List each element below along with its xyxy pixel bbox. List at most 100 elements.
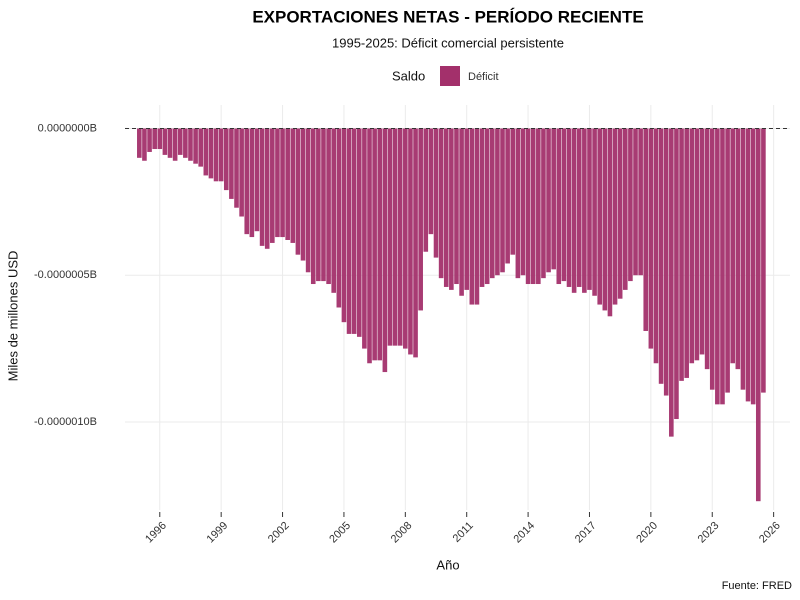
- bar: [142, 128, 147, 161]
- x-tick-label: 2005: [327, 520, 353, 546]
- bar: [694, 128, 700, 361]
- bar: [157, 128, 163, 150]
- bar: [449, 128, 454, 290]
- bar: [484, 128, 490, 285]
- bar: [541, 128, 546, 279]
- bar: [622, 128, 628, 290]
- bar: [300, 128, 306, 261]
- x-tick-label: 1999: [205, 520, 231, 546]
- bar: [684, 128, 689, 378]
- legend-swatch: [440, 66, 460, 86]
- bar: [546, 128, 551, 273]
- bar: [474, 128, 480, 305]
- bar: [321, 128, 326, 282]
- bar: [234, 128, 239, 208]
- bar: [715, 128, 720, 405]
- bar: [658, 128, 664, 384]
- bar: [351, 128, 357, 334]
- bar: [755, 128, 761, 502]
- bar: [167, 128, 173, 158]
- bar: [464, 128, 470, 290]
- bar: [459, 128, 464, 296]
- bar: [571, 128, 577, 293]
- bar: [638, 128, 643, 276]
- bar: [203, 128, 209, 176]
- bar: [244, 128, 250, 235]
- bar: [489, 128, 495, 279]
- bar: [551, 128, 556, 270]
- bar: [382, 128, 388, 373]
- bar: [663, 128, 669, 396]
- y-tick-label: 0.0000000B: [38, 122, 97, 134]
- bar: [633, 128, 638, 276]
- bar: [582, 128, 587, 293]
- x-tick-label: 2020: [634, 520, 660, 546]
- bar: [592, 128, 597, 296]
- bar: [341, 128, 347, 323]
- bar: [556, 128, 562, 285]
- bar: [372, 128, 377, 361]
- bar: [709, 128, 715, 390]
- bar: [198, 128, 204, 167]
- bar: [275, 128, 280, 238]
- chart-title: EXPORTACIONES NETAS - PERÍODO RECIENTE: [252, 7, 643, 26]
- bar: [295, 128, 301, 255]
- bar: [479, 128, 485, 287]
- bar: [454, 128, 459, 285]
- bar: [530, 128, 536, 285]
- bar: [699, 128, 705, 355]
- bar: [510, 128, 516, 255]
- bar: [239, 128, 244, 217]
- bar: [270, 128, 275, 243]
- caption: Fuente: FRED: [722, 580, 792, 592]
- bar: [331, 128, 337, 293]
- bar: [689, 128, 695, 364]
- bar: [223, 128, 229, 191]
- legend-title: Saldo: [392, 68, 425, 83]
- bar: [576, 128, 582, 287]
- bar: [403, 128, 408, 349]
- bar: [740, 128, 746, 390]
- x-tick-label: 2023: [696, 520, 722, 546]
- x-tick-label: 2011: [451, 520, 476, 545]
- bar: [367, 128, 372, 364]
- bar: [750, 128, 756, 405]
- bar: [525, 128, 531, 285]
- bar: [500, 128, 505, 273]
- bar: [249, 128, 255, 238]
- bar: [152, 128, 157, 150]
- bar: [561, 128, 567, 282]
- bar: [617, 128, 623, 299]
- bar: [669, 128, 674, 437]
- bar: [720, 128, 725, 405]
- bar: [566, 128, 572, 287]
- bar: [536, 128, 541, 285]
- bar: [162, 128, 168, 155]
- x-axis-label: Año: [436, 557, 459, 572]
- bar: [392, 128, 398, 346]
- bar: [362, 128, 367, 349]
- bar: [418, 128, 423, 311]
- bar: [495, 128, 500, 276]
- bar: [704, 128, 710, 370]
- bar: [423, 128, 429, 252]
- bar: [316, 128, 321, 282]
- bar: [725, 128, 730, 393]
- bar: [602, 128, 608, 311]
- bar: [438, 128, 444, 279]
- bar: [735, 128, 741, 370]
- bar: [336, 128, 342, 308]
- bar: [679, 128, 684, 381]
- bar: [229, 128, 234, 199]
- bar: [177, 128, 183, 155]
- bar: [213, 128, 219, 182]
- x-tick-label: 2002: [266, 520, 292, 546]
- bar: [172, 128, 178, 161]
- bar: [264, 128, 270, 249]
- bar: [469, 128, 475, 305]
- bar: [597, 128, 603, 305]
- bar: [183, 128, 188, 158]
- bar: [520, 128, 526, 276]
- bar: [285, 128, 290, 240]
- bar: [433, 128, 439, 258]
